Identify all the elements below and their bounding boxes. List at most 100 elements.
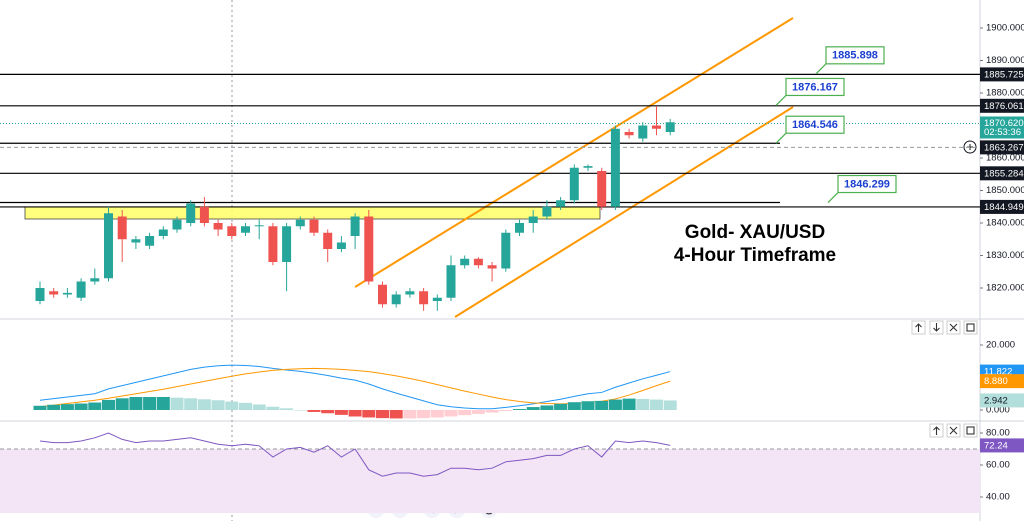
histogram-bar bbox=[184, 398, 198, 410]
candle-body bbox=[597, 170, 607, 207]
y-tick-label: 1850.000 bbox=[986, 185, 1024, 196]
candle-body bbox=[62, 292, 72, 295]
histogram-bar bbox=[608, 399, 622, 410]
y-tick-label: 1830.000 bbox=[986, 250, 1024, 261]
y-tick-label: 0.000 bbox=[986, 405, 1010, 416]
value-tag: 11.822 bbox=[984, 367, 1012, 378]
y-tick-label: 1840.000 bbox=[986, 218, 1024, 229]
candle-body bbox=[76, 281, 86, 298]
price-tag-bg bbox=[980, 199, 1024, 214]
callout-label: 1876.167 bbox=[792, 81, 838, 93]
candle-body bbox=[145, 235, 155, 246]
rsi-line bbox=[39, 432, 671, 477]
histogram-bar bbox=[376, 409, 389, 419]
candle-body bbox=[364, 216, 374, 282]
histogram-bar bbox=[321, 409, 335, 414]
histogram-bar bbox=[403, 409, 417, 419]
candle-body bbox=[378, 284, 387, 305]
candle-body bbox=[638, 125, 648, 139]
histogram-bar bbox=[471, 409, 485, 414]
histogram-bar bbox=[156, 396, 170, 410]
value-tag-bg bbox=[980, 438, 1024, 453]
candle-body bbox=[652, 125, 661, 129]
button-maximize[interactable] bbox=[963, 320, 978, 335]
macd-line bbox=[39, 364, 671, 410]
y-tick-label: 60.00 bbox=[986, 460, 1010, 471]
histogram-bar bbox=[650, 399, 663, 410]
candle-body bbox=[117, 216, 127, 240]
histogram-bar bbox=[170, 397, 184, 410]
value-tag: 2.942 bbox=[984, 395, 1008, 406]
histogram-bar bbox=[293, 409, 307, 411]
callout-pointer bbox=[827, 192, 839, 203]
histogram-bar bbox=[389, 409, 403, 419]
candle-body bbox=[158, 229, 168, 236]
candle-body bbox=[473, 258, 483, 266]
candle-body bbox=[131, 239, 141, 243]
y-tick-label: 1860.000 bbox=[986, 153, 1024, 164]
histogram-bar bbox=[280, 408, 294, 410]
histogram-bar bbox=[444, 409, 458, 417]
y-tick-label: 40.00 bbox=[986, 492, 1010, 503]
candle-body bbox=[665, 122, 675, 132]
annotation: Gold- XAU/USD bbox=[685, 222, 825, 243]
histogram-bar bbox=[567, 402, 581, 410]
candle-body bbox=[35, 287, 45, 301]
callout-label: 1846.299 bbox=[844, 178, 890, 190]
candle-body bbox=[624, 131, 634, 136]
channel-upper bbox=[354, 17, 794, 288]
countdown: 02:53:36 bbox=[984, 127, 1021, 138]
candle-body bbox=[432, 297, 442, 301]
histogram-bar bbox=[129, 396, 143, 410]
icon bbox=[949, 323, 958, 332]
icon bbox=[966, 323, 975, 332]
histogram-bar bbox=[485, 409, 499, 413]
icon bbox=[915, 323, 922, 332]
histogram-bar bbox=[595, 400, 609, 410]
histogram-bar bbox=[225, 401, 239, 410]
value-tag-bg bbox=[980, 393, 1024, 408]
histogram-bar bbox=[554, 403, 568, 410]
last-price-tag-bg bbox=[980, 116, 1024, 139]
icon bbox=[949, 426, 958, 435]
icon bbox=[933, 426, 940, 435]
rsi-band bbox=[0, 449, 980, 513]
price-tag-bg bbox=[980, 98, 1024, 113]
callout-label: 1885.898 bbox=[832, 50, 878, 62]
histogram-bar bbox=[636, 398, 650, 410]
histogram-bar bbox=[143, 396, 157, 410]
icon bbox=[933, 323, 940, 332]
candle-body bbox=[556, 200, 566, 207]
value-tag: 72.24 bbox=[984, 440, 1008, 451]
price-tag: 1844.949 bbox=[984, 202, 1024, 213]
callout-box bbox=[825, 46, 885, 65]
y-tick-label: 80.00 bbox=[986, 428, 1010, 439]
y-tick-label: 20.000 bbox=[986, 340, 1015, 351]
candle-body bbox=[90, 278, 100, 282]
candle-body bbox=[569, 167, 579, 201]
channel-lower bbox=[454, 106, 794, 318]
histogram-bar bbox=[266, 406, 280, 410]
candle-body bbox=[241, 226, 250, 233]
histogram-bar bbox=[348, 409, 362, 417]
candle-body bbox=[172, 219, 182, 230]
callout-box bbox=[785, 77, 845, 97]
candle-body bbox=[199, 206, 209, 223]
candle-body bbox=[213, 222, 223, 230]
price-tag-bg bbox=[980, 67, 1024, 82]
histogram-bar bbox=[362, 409, 376, 418]
histogram-bar bbox=[307, 409, 321, 412]
candle-body bbox=[460, 258, 470, 266]
callout-pointer bbox=[775, 95, 787, 106]
callout-pointer bbox=[815, 63, 827, 75]
candle-body bbox=[528, 216, 538, 223]
button-maximize[interactable] bbox=[963, 423, 978, 438]
candle-body bbox=[323, 232, 333, 249]
candle-body bbox=[254, 225, 264, 227]
candle-body bbox=[405, 291, 415, 295]
histogram-bar bbox=[47, 404, 61, 410]
annotation: 4-Hour Timeframe bbox=[674, 245, 836, 266]
candle-body bbox=[282, 226, 292, 262]
histogram-bar bbox=[581, 401, 595, 410]
